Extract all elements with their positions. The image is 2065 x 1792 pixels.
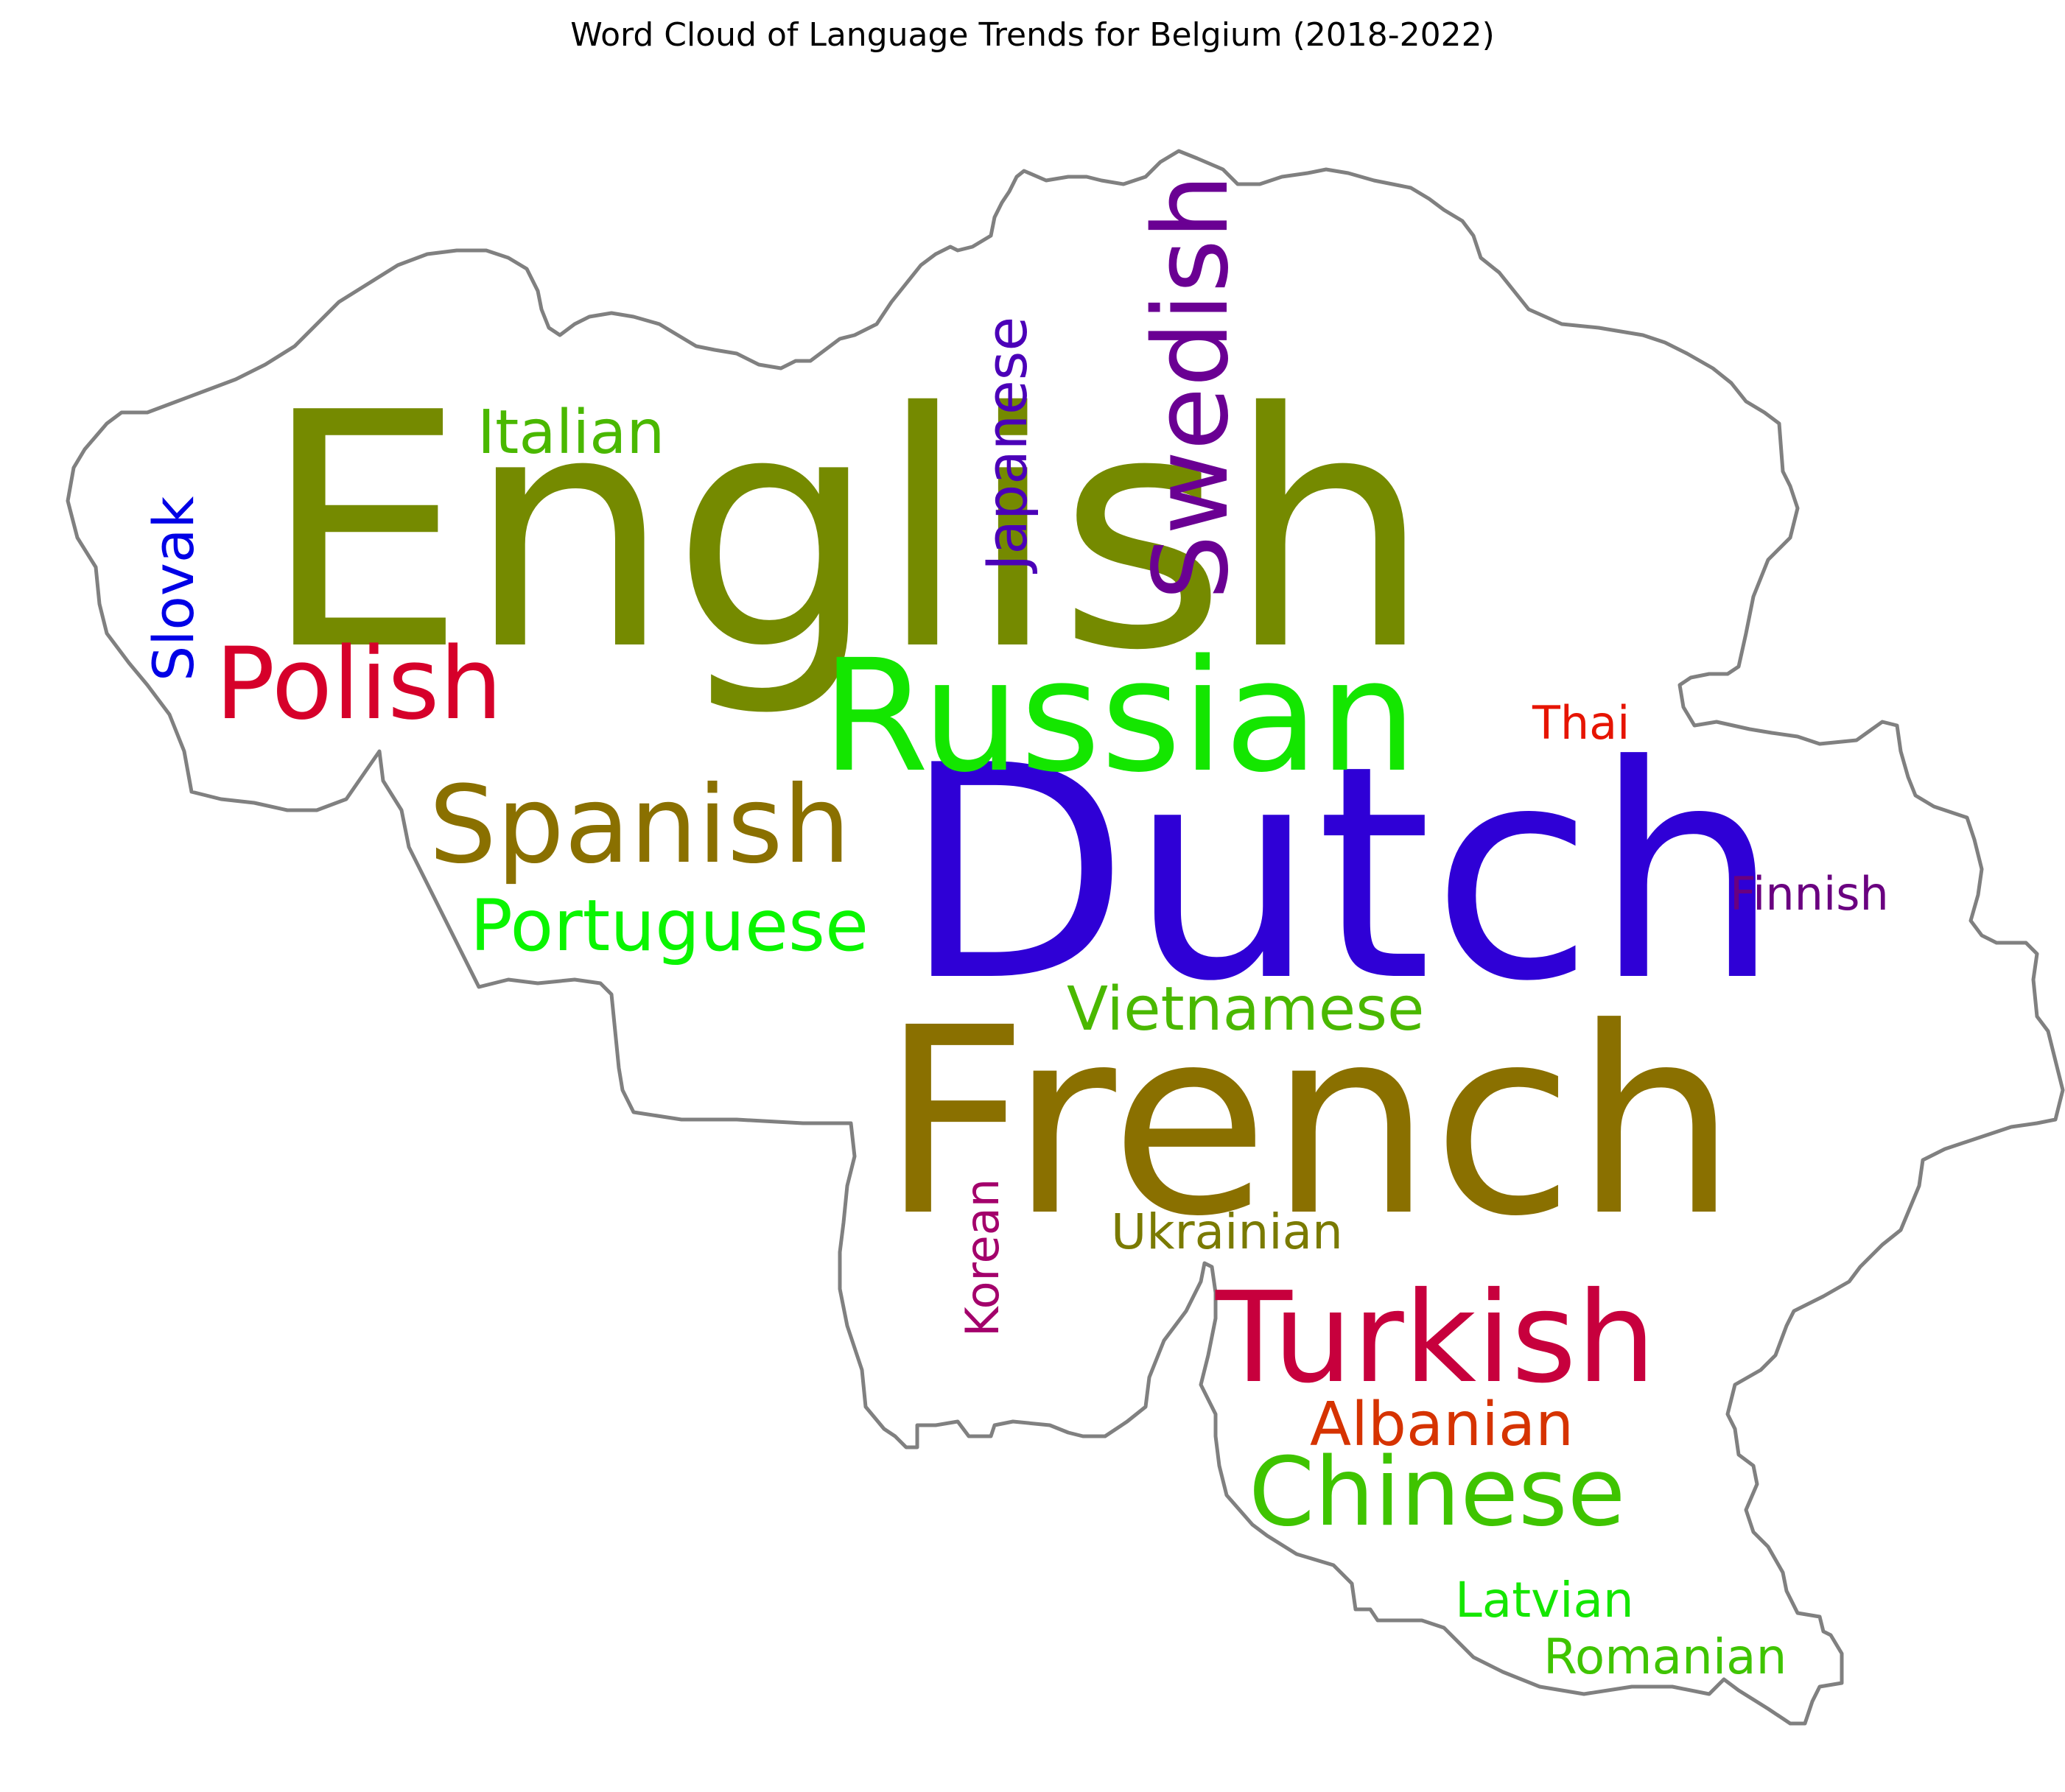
word-japanese: Japanese: [974, 317, 1039, 574]
word-english: English: [262, 344, 1432, 721]
word-italian: Italian: [477, 398, 665, 468]
belgium-outline: [66, 149, 2065, 1726]
word-finnish: Finnish: [1730, 867, 1889, 921]
word-russian: Russian: [821, 626, 1417, 807]
word-latvian: Latvian: [1455, 1572, 1634, 1628]
word-french: French: [880, 972, 1737, 1273]
word-dutch: Dutch: [902, 703, 1781, 1046]
word-slovak: Slovak: [141, 496, 206, 681]
word-korean: Korean: [956, 1178, 1009, 1337]
chart-title: Word Cloud of Language Trends for Belgiu…: [570, 16, 1495, 54]
word-turkish: Turkish: [1215, 1265, 1656, 1411]
word-vietnamese: Vietnamese: [1067, 974, 1424, 1044]
word-romanian: Romanian: [1543, 1628, 1787, 1685]
word-spanish: Spanish: [429, 763, 851, 888]
word-thai: Thai: [1532, 696, 1630, 750]
word-swedish: Swedish: [1132, 174, 1252, 600]
word-polish: Polish: [215, 626, 502, 742]
word-portuguese: Portuguese: [470, 885, 869, 967]
word-ukrainian: Ukrainian: [1111, 1204, 1343, 1260]
word-albanian: Albanian: [1310, 1390, 1574, 1460]
word-chinese: Chinese: [1249, 1438, 1625, 1547]
